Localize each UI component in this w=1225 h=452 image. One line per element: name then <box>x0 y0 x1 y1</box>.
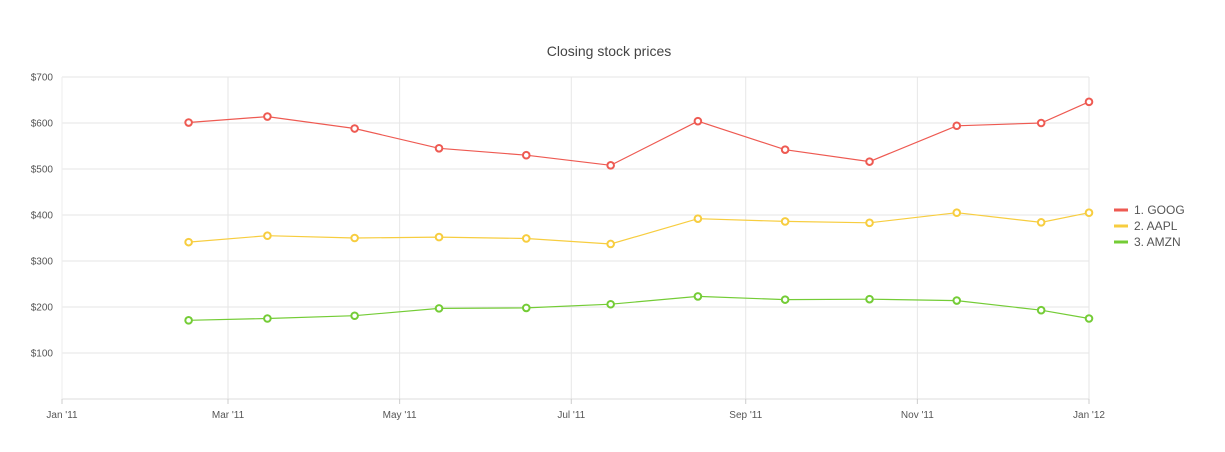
legend-item[interactable]: 2. AAPL <box>1114 219 1178 233</box>
x-axis: Jan '11 Mar '11 May '11 Jul '11 Sep '11 Nov '… <box>46 399 1105 421</box>
legend-item[interactable]: 1. GOOG <box>1114 203 1185 217</box>
data-point[interactable] <box>693 214 703 223</box>
data-point[interactable] <box>606 161 615 170</box>
data-point[interactable] <box>350 124 359 133</box>
data-point[interactable] <box>865 294 874 304</box>
series-lines <box>184 97 1094 325</box>
chart-title: Closing stock prices <box>547 43 672 59</box>
data-point[interactable] <box>952 208 962 217</box>
y-tick-label: $200 <box>31 303 54 314</box>
data-point[interactable] <box>263 314 272 323</box>
x-tick-label: May '11 <box>383 410 417 421</box>
x-tick-label: Jul '11 <box>557 410 585 421</box>
data-point[interactable] <box>1036 118 1046 128</box>
data-point[interactable] <box>952 121 962 131</box>
data-point[interactable] <box>263 112 272 121</box>
data-point[interactable] <box>780 295 790 304</box>
y-tick-label: $100 <box>31 349 54 360</box>
y-axis: $100 $200 $300 $400 $500 $600 $700 <box>31 73 54 360</box>
data-point[interactable] <box>1036 305 1046 315</box>
data-point[interactable] <box>606 239 615 249</box>
data-point[interactable] <box>350 233 359 243</box>
x-tick-label: Sep '11 <box>729 410 762 421</box>
legend: 1. GOOG 2. AAPL 3. AMZN <box>1114 203 1185 249</box>
data-point[interactable] <box>184 237 193 247</box>
y-tick-label: $300 <box>31 257 54 268</box>
x-tick-label: Mar '11 <box>212 410 245 421</box>
data-point[interactable] <box>434 232 444 242</box>
data-point[interactable] <box>780 145 790 154</box>
series-line-0 <box>188 101 1090 166</box>
legend-item[interactable]: 3. AMZN <box>1114 235 1181 249</box>
data-point[interactable] <box>865 218 874 228</box>
data-point[interactable] <box>521 150 531 160</box>
y-tick-label: $600 <box>31 119 54 130</box>
x-tick-label: Jan '11 <box>46 410 78 421</box>
grid-lines <box>61 76 1090 400</box>
data-point[interactable] <box>865 157 874 166</box>
data-point[interactable] <box>184 316 193 325</box>
y-tick-label: $700 <box>31 73 54 84</box>
data-point[interactable] <box>1036 218 1046 227</box>
legend-label: 2. AAPL <box>1134 219 1178 233</box>
legend-label: 3. AMZN <box>1134 235 1181 249</box>
data-point[interactable] <box>521 234 531 243</box>
y-tick-label: $500 <box>31 165 54 176</box>
data-point[interactable] <box>606 299 615 309</box>
data-point[interactable] <box>350 311 359 321</box>
legend-label: 1. GOOG <box>1134 203 1185 217</box>
data-point[interactable] <box>952 296 962 305</box>
data-point[interactable] <box>780 217 790 226</box>
y-tick-label: $400 <box>31 211 54 222</box>
x-tick-label: Jan '12 <box>1073 410 1105 421</box>
data-point[interactable] <box>434 144 444 153</box>
data-point[interactable] <box>1084 314 1094 323</box>
series-line-2 <box>188 295 1090 321</box>
data-point[interactable] <box>1084 97 1094 107</box>
data-point[interactable] <box>434 304 444 313</box>
data-point[interactable] <box>1084 208 1094 217</box>
data-point[interactable] <box>693 292 703 301</box>
x-tick-label: Nov '11 <box>901 410 934 421</box>
data-point[interactable] <box>184 118 193 127</box>
data-point[interactable] <box>693 116 703 126</box>
data-point[interactable] <box>521 303 531 313</box>
series-line-1 <box>188 212 1090 245</box>
data-point[interactable] <box>263 231 272 240</box>
